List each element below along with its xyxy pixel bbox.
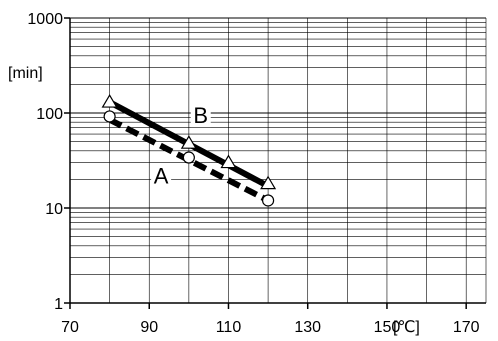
- y-tick-label: 10: [45, 201, 63, 218]
- data-point-a: [182, 151, 195, 164]
- series-label-background-b: [190, 103, 211, 128]
- data-point-b: [101, 93, 118, 108]
- y-tick-label: 1: [54, 296, 63, 313]
- x-tick-label: 70: [61, 319, 79, 336]
- y-unit-label: [min]: [8, 65, 43, 82]
- y-tick-label: 1000: [27, 11, 63, 28]
- axes: [69, 18, 486, 304]
- x-tick-label: 170: [453, 319, 480, 336]
- series: BA: [101, 93, 277, 207]
- series-label-a: A: [154, 163, 169, 188]
- x-tick-label: 130: [294, 319, 321, 336]
- x-unit-label: [℃]: [393, 319, 420, 336]
- data-point-b: [180, 135, 197, 149]
- x-tick-label: 110: [216, 319, 242, 336]
- series-label-b: B: [193, 103, 208, 128]
- grid: [70, 17, 487, 303]
- data-point-b: [220, 154, 237, 169]
- series-label-background-a: [151, 163, 172, 188]
- data-point-b: [260, 175, 277, 190]
- data-point-a: [103, 110, 116, 123]
- data-point-a: [261, 194, 275, 207]
- y-tick-label: 100: [36, 106, 63, 123]
- x-tick-label: 90: [140, 319, 158, 336]
- x-tick-label: 150: [374, 319, 401, 336]
